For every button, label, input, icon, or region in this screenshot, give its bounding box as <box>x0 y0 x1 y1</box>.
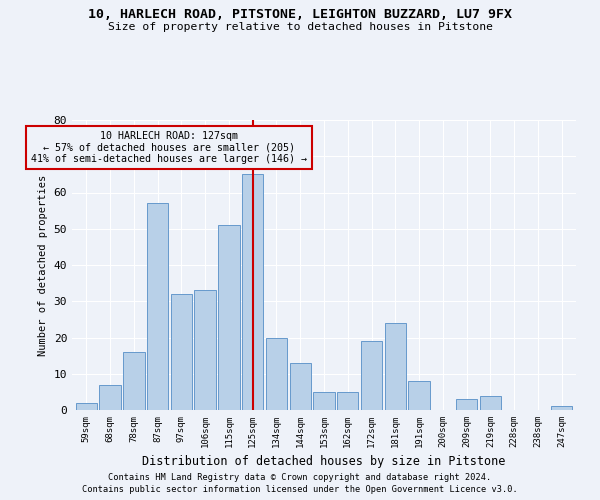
Bar <box>100 384 121 410</box>
Bar <box>456 399 478 410</box>
Bar <box>170 294 192 410</box>
Bar <box>337 392 358 410</box>
Text: Contains public sector information licensed under the Open Government Licence v3: Contains public sector information licen… <box>82 485 518 494</box>
X-axis label: Distribution of detached houses by size in Pitstone: Distribution of detached houses by size … <box>142 456 506 468</box>
Bar <box>218 225 239 410</box>
Bar <box>266 338 287 410</box>
Bar <box>147 204 168 410</box>
Y-axis label: Number of detached properties: Number of detached properties <box>38 174 48 356</box>
Bar <box>385 323 406 410</box>
Bar <box>123 352 145 410</box>
Text: Size of property relative to detached houses in Pitstone: Size of property relative to detached ho… <box>107 22 493 32</box>
Text: Contains HM Land Registry data © Crown copyright and database right 2024.: Contains HM Land Registry data © Crown c… <box>109 472 491 482</box>
Bar <box>194 290 216 410</box>
Bar <box>76 403 97 410</box>
Bar <box>409 381 430 410</box>
Bar <box>242 174 263 410</box>
Bar <box>361 341 382 410</box>
Bar <box>551 406 572 410</box>
Bar <box>480 396 501 410</box>
Bar <box>290 363 311 410</box>
Text: 10, HARLECH ROAD, PITSTONE, LEIGHTON BUZZARD, LU7 9FX: 10, HARLECH ROAD, PITSTONE, LEIGHTON BUZ… <box>88 8 512 20</box>
Bar <box>313 392 335 410</box>
Text: 10 HARLECH ROAD: 127sqm
← 57% of detached houses are smaller (205)
41% of semi-d: 10 HARLECH ROAD: 127sqm ← 57% of detache… <box>31 131 307 164</box>
